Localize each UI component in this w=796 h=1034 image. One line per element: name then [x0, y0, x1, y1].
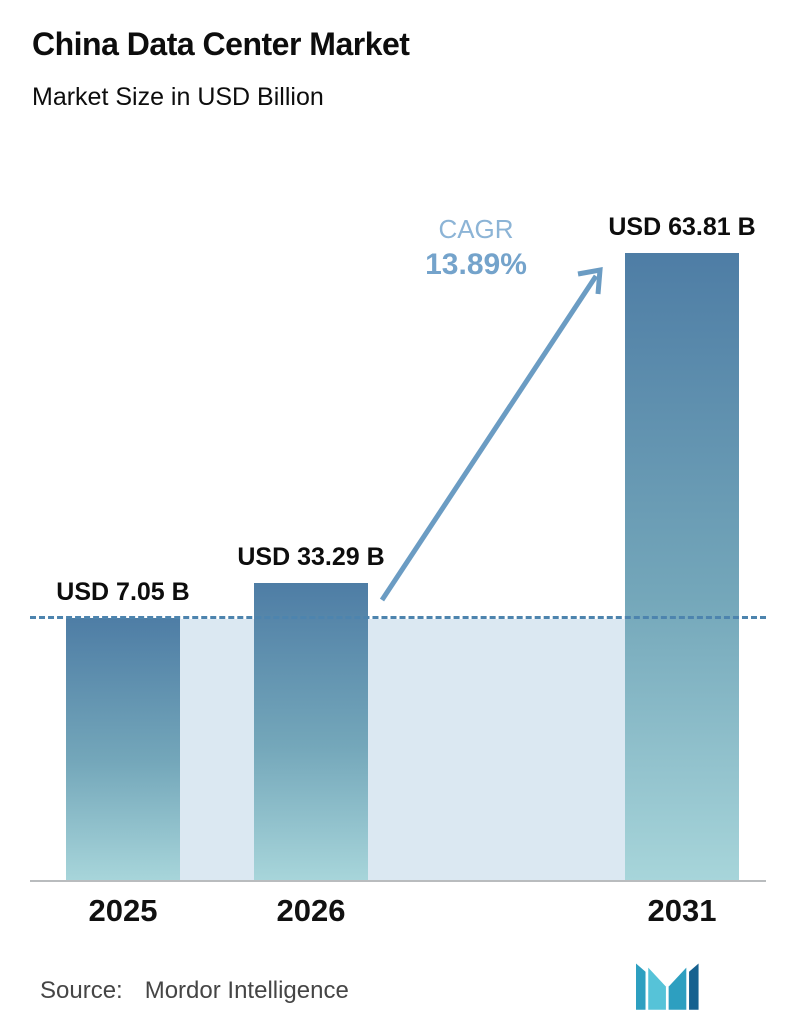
x-axis-line [30, 880, 766, 882]
cagr-annotation: CAGR 13.89% [396, 214, 556, 282]
value-label-2026: USD 33.29 B [237, 543, 385, 571]
reference-dashed-line [30, 616, 766, 619]
value-label-2025: USD 7.05 B [56, 578, 190, 606]
bar-2025 [66, 618, 180, 880]
growth-arrow-icon [379, 266, 603, 602]
cagr-value: 13.89% [425, 248, 527, 281]
x-axis-label-2025: 2025 [88, 893, 158, 928]
source-value: Mordor Intelligence [144, 977, 349, 1004]
mordor-logo-glyph [636, 963, 699, 1010]
bar-2026 [254, 583, 368, 880]
x-axis-label-2031: 2031 [647, 893, 717, 928]
source-attribution: Source: Mordor Intelligence [40, 977, 349, 1005]
chart-subtitle: Market Size in USD Billion [32, 83, 324, 111]
cagr-label: CAGR [438, 214, 514, 244]
x-axis-label-2026: 2026 [276, 893, 346, 928]
chart-title: China Data Center Market [32, 26, 410, 62]
value-label-2031: USD 63.81 B [608, 213, 756, 241]
source-label: Source: [40, 977, 123, 1004]
mordor-intelligence-logo-icon [636, 959, 704, 1013]
bar-2031 [625, 253, 739, 880]
